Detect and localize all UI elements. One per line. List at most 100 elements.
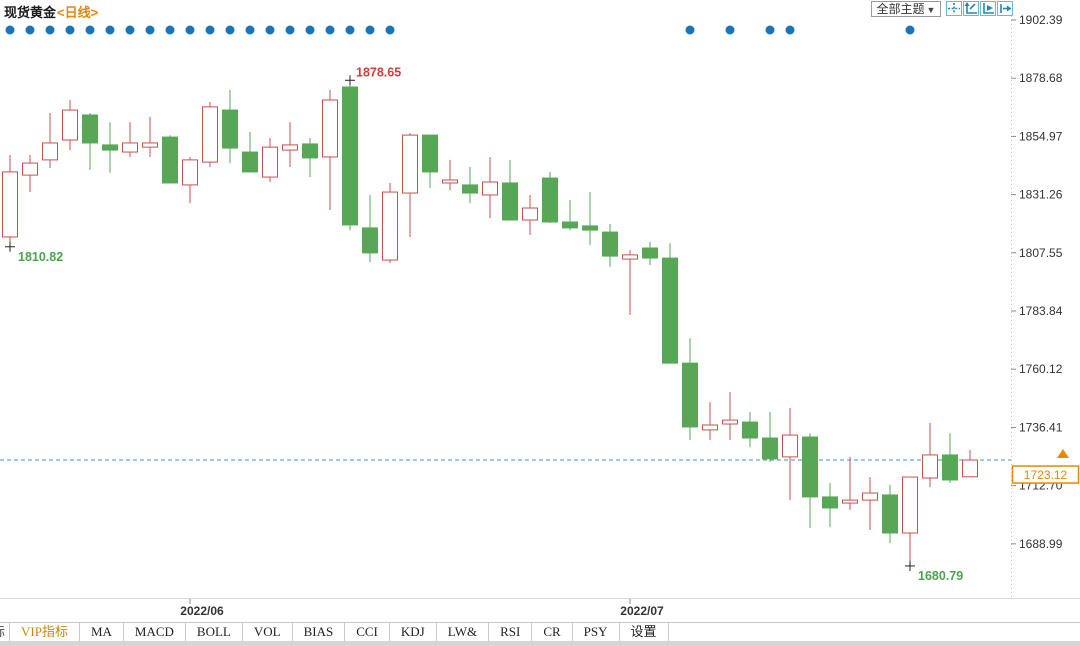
candle[interactable] [922,423,938,488]
candle[interactable] [262,138,278,182]
candle[interactable] [582,192,598,246]
event-marker-dot[interactable] [145,25,155,35]
x-axis-forward-button[interactable] [980,1,996,16]
event-marker-dot[interactable] [5,25,15,35]
jump-to-latest-button[interactable] [997,1,1013,16]
candle[interactable] [302,138,318,178]
event-marker-dot[interactable] [905,25,915,35]
event-marker-dot[interactable] [165,25,175,35]
candle[interactable] [2,154,18,245]
indicator-tab-[interactable]: 设置 [620,623,669,642]
event-marker-dot[interactable] [65,25,75,35]
candle[interactable] [642,241,658,265]
event-marker-dot[interactable] [365,25,375,35]
y-axis-scale-button[interactable] [963,1,979,16]
candle[interactable] [142,116,158,157]
candle[interactable] [862,477,878,531]
indicator-tab-psy[interactable]: PSY [573,623,620,642]
crosshair-move-icon [948,3,960,14]
candle[interactable] [842,456,858,510]
candlestick-chart[interactable]: 1902.39 1878.68 1854.97 1831.26 1807.55 1783.… [0,0,1080,622]
indicator-tab-macd[interactable]: MACD [124,623,186,642]
indicator-tab-vip[interactable]: VIP指标 [10,623,80,642]
candle[interactable] [762,411,778,463]
candle[interactable] [622,249,638,316]
candle[interactable] [282,122,298,168]
event-marker-dot[interactable] [45,25,55,35]
candle[interactable] [402,133,418,237]
candle-body [142,142,158,148]
event-marker-dot[interactable] [685,25,695,35]
candle[interactable] [802,433,818,529]
indicator-tab-boll[interactable]: BOLL [186,623,243,642]
candle[interactable] [222,89,238,164]
event-marker-dot[interactable] [125,25,135,35]
event-marker-dot[interactable] [765,25,775,35]
candle[interactable] [782,408,798,501]
candle[interactable] [82,113,98,170]
event-marker-dot[interactable] [85,25,95,35]
partial-tab[interactable]: 标 [0,623,10,642]
candle[interactable] [562,199,578,231]
candle[interactable] [942,433,958,483]
event-marker-dot[interactable] [385,25,395,35]
indicator-tab-cci[interactable]: CCI [345,623,390,642]
indicator-tab-kdj[interactable]: KDJ [390,623,437,642]
indicator-tab-vol[interactable]: VOL [243,623,293,642]
candle[interactable] [342,78,358,231]
candle[interactable] [742,411,758,448]
indicator-tab-rsi[interactable]: RSI [489,623,533,642]
event-marker-dot[interactable] [285,25,295,35]
candle[interactable] [462,167,478,204]
candle[interactable] [102,122,118,173]
candle[interactable] [482,156,498,219]
event-marker-dot[interactable] [305,25,315,35]
candle[interactable] [662,243,678,364]
event-marker-dot[interactable] [265,25,275,35]
symbol-name: 现货黄金 [4,5,57,20]
candle[interactable] [602,223,618,267]
candle[interactable] [362,194,378,263]
candle[interactable] [242,131,258,173]
candle[interactable] [382,182,398,263]
candle[interactable] [22,154,38,193]
theme-dropdown[interactable]: 全部主题 ▼ [871,1,941,17]
event-marker-dot[interactable] [225,25,235,35]
candle[interactable] [162,135,178,184]
indicator-tab-cr[interactable]: CR [532,623,573,642]
candle[interactable] [682,338,698,440]
event-marker-dot[interactable] [725,25,735,35]
event-marker-dot[interactable] [325,25,335,35]
event-marker-dot[interactable] [345,25,355,35]
crosshair-move-button[interactable] [946,1,962,16]
event-marker-dot[interactable] [25,25,35,35]
candle[interactable] [882,484,898,544]
candle[interactable] [722,392,738,440]
chevron-down-icon: ▼ [926,5,936,15]
candle[interactable] [822,482,838,528]
candle[interactable] [422,134,438,188]
indicator-tab-bias[interactable]: BIAS [293,623,346,642]
candle[interactable] [502,159,518,221]
candle[interactable] [202,101,218,168]
indicator-tab-lw[interactable]: LW& [437,623,490,642]
candle[interactable] [702,402,718,440]
candle[interactable] [442,159,458,191]
candle[interactable] [962,450,978,478]
candle-body [622,254,638,260]
candle[interactable] [122,122,138,157]
candle[interactable] [522,194,538,236]
candle[interactable] [542,171,558,223]
event-marker-dot[interactable] [205,25,215,35]
candle[interactable] [182,156,198,204]
event-marker-dot[interactable] [785,25,795,35]
candle[interactable] [42,113,58,168]
candle[interactable] [322,89,338,210]
candle[interactable] [902,476,918,564]
candle[interactable] [62,99,78,151]
event-marker-dot[interactable] [185,25,195,35]
event-marker-dot[interactable] [245,25,255,35]
indicator-tab-ma[interactable]: MA [80,623,124,642]
event-marker-dot[interactable] [105,25,115,35]
candle-body [722,419,738,425]
